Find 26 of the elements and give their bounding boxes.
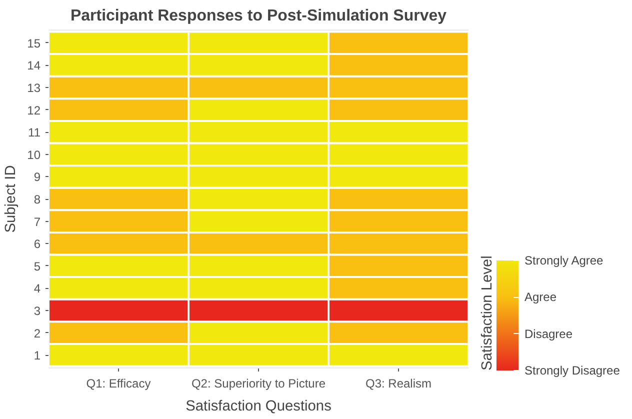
y-tick-label: 4 (34, 282, 41, 296)
y-tick-label: 10 (27, 148, 41, 162)
color-bar-label: Strongly Agree (524, 254, 604, 268)
y-tick-label: 9 (34, 170, 41, 184)
chart-title: Participant Responses to Post-Simulation Survey (70, 8, 447, 24)
x-axis-title: Satisfaction Questions (186, 398, 332, 414)
y-tick-label: 3 (34, 304, 41, 318)
x-tick-label: Q2: Superiority to Picture (191, 376, 326, 390)
y-tick-label: 6 (34, 237, 41, 252)
x-tick-label: Q1: Efficacy (86, 376, 151, 390)
y-tick-label: 8 (34, 192, 41, 206)
color-bar-label: Strongly Disagree (524, 364, 620, 378)
y-tick-label: 5 (34, 259, 41, 274)
color-bar-label: Disagree (524, 326, 573, 341)
y-tick-label: 1 (34, 348, 41, 363)
y-tick-label: 2 (34, 326, 41, 340)
y-tick-label: 7 (34, 214, 41, 229)
x-tick-label: Q3: Realism (365, 376, 432, 390)
y-tick-label: 14 (27, 58, 41, 73)
y-tick-label: 12 (27, 103, 41, 118)
color-bar-label: Agree (524, 290, 557, 304)
y-tick-label: 13 (27, 80, 41, 95)
y-tick-label: 15 (27, 36, 41, 50)
y-axis-title: Subject ID (3, 165, 20, 233)
y-tick-label: 11 (28, 126, 41, 140)
color-bar-title: Satisfaction Level (480, 256, 496, 370)
